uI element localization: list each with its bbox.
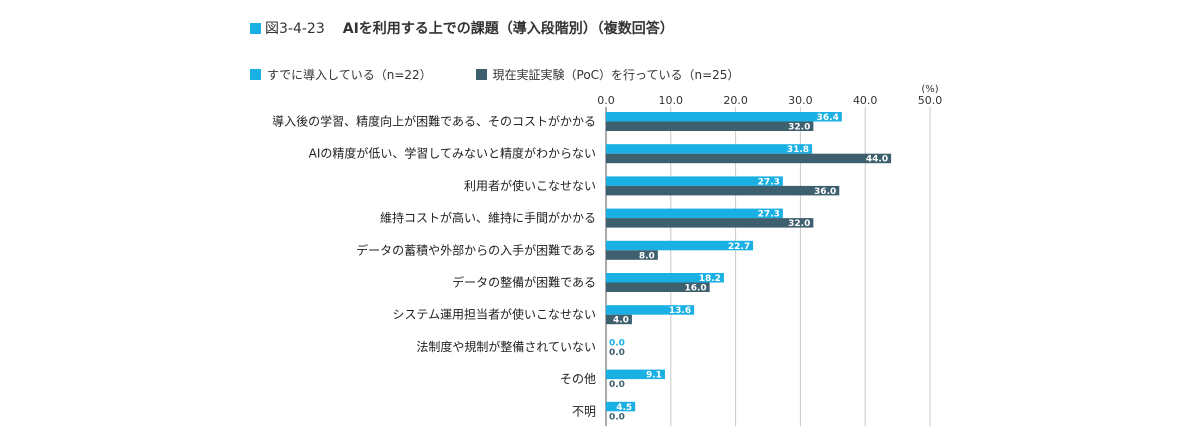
bar-value-label: 36.0 (814, 187, 836, 197)
legend-item-series-a: すでに導入している（n=22） (250, 66, 432, 83)
legend-label-series-b: 現在実証実験（PoC）を行っている（n=25） (492, 68, 740, 82)
category-label: システム運用担当者が使いこなせない (392, 307, 596, 322)
category-label: 維持コストが高い、維持に手間がかかる (380, 210, 596, 225)
category-label: データの蓄積や外部からの入手が困難である (356, 242, 596, 257)
x-tick-label: 10.0 (659, 94, 684, 107)
figure-title: 図3-4-23 AIを利用する上での課題（導入段階別）（複数回答） (250, 18, 674, 38)
x-tick-label: 20.0 (723, 94, 748, 107)
category-label: 法制度や規制が整備されていない (416, 339, 596, 354)
bar-value-label: 0.0 (609, 338, 625, 348)
x-tick-label: 30.0 (788, 94, 813, 107)
bar-series-b (606, 185, 840, 196)
category-label: 利用者が使いこなせない (464, 178, 596, 193)
bar-value-label: 22.7 (728, 242, 750, 252)
legend-swatch-series-a (250, 69, 261, 80)
bar-series-b (606, 218, 814, 228)
bar-series-a (606, 144, 813, 154)
bar-series-a (606, 208, 783, 219)
category-label: データの整備が困難である (452, 275, 596, 290)
bar-value-label: 44.0 (866, 155, 888, 165)
x-tick-label: 0.0 (597, 94, 615, 107)
bar-value-label: 0.0 (609, 348, 625, 358)
x-tick-label: 50.0 (918, 94, 943, 107)
bar-value-label: 0.0 (609, 412, 625, 422)
bar-series-a (606, 176, 783, 186)
x-tick-label: 40.0 (853, 94, 878, 107)
figure-marker-icon (250, 23, 261, 34)
legend-item-series-b: 現在実証実験（PoC）を行っている（n=25） (475, 66, 740, 83)
bar-value-label: 0.0 (609, 380, 625, 390)
bar-value-label: 18.2 (699, 274, 721, 284)
bar-series-a (606, 369, 665, 380)
bar-series-a (606, 112, 842, 122)
bar-value-label: 31.8 (787, 145, 809, 155)
bar-value-label: 4.0 (613, 316, 629, 326)
category-label: その他 (560, 372, 596, 386)
category-label: 不明 (572, 404, 596, 418)
bar-series-a (606, 240, 754, 251)
bar-value-label: 9.1 (646, 371, 662, 381)
bar-series-b (606, 153, 892, 164)
legend-swatch-series-b (475, 69, 487, 80)
bar-value-label: 32.0 (788, 123, 810, 133)
bar-series-b (606, 250, 658, 260)
bar-value-label: 8.0 (639, 251, 655, 261)
bar-series-b (606, 121, 814, 131)
bar-value-label: 32.0 (788, 219, 810, 229)
bar-series-a (606, 401, 636, 412)
bar-value-label: 16.0 (684, 284, 706, 294)
figure-title-text: AIを利用する上での課題（導入段階別）（複数回答） (342, 21, 674, 37)
bar-value-label: 4.5 (616, 403, 632, 413)
bar-series-b (606, 314, 632, 325)
category-label: AIの精度が低い、学習してみないと精度がわからない (309, 146, 596, 161)
figure-number: 図3-4-23 (265, 21, 325, 37)
chart-legend: すでに導入している（n=22） 現在実証実験（PoC）を行っている（n=25） (250, 66, 779, 83)
legend-label-series-a: すでに導入している（n=22） (267, 68, 432, 82)
bar-value-label: 13.6 (669, 306, 691, 316)
category-label: 導入後の学習、精度向上が困難である、そのコストがかかる (272, 114, 596, 129)
bar-series-a (606, 273, 724, 283)
bar-value-label: 27.3 (758, 177, 780, 187)
bar-series-a (606, 305, 695, 315)
x-axis-unit: (%) (921, 84, 938, 95)
bar-value-label: 36.4 (817, 113, 839, 123)
bar-series-b (606, 282, 710, 292)
bar-value-label: 27.3 (758, 210, 780, 220)
